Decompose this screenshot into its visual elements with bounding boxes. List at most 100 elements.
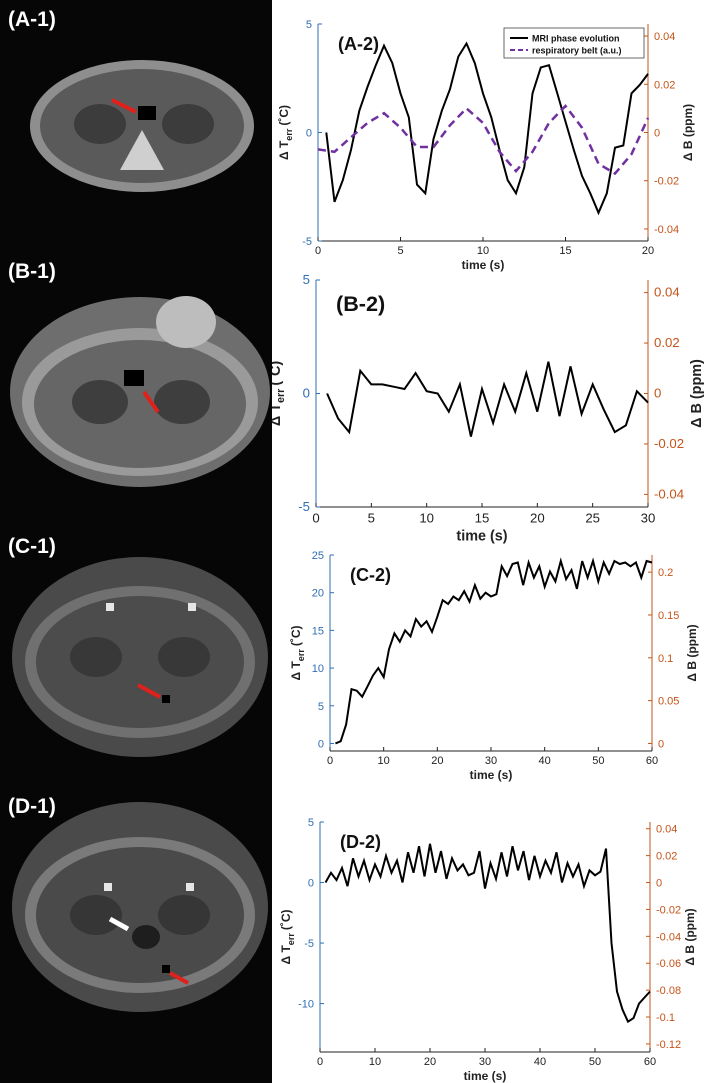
right-y-tick-label: -0.08 — [656, 985, 681, 997]
right-y-tick-label: 0 — [656, 878, 662, 890]
x-tick-label: 5 — [397, 245, 403, 257]
red-arrow — [111, 98, 137, 114]
left-y-tick-label: 20 — [312, 588, 324, 600]
x-axis-label: time (s) — [464, 1069, 507, 1083]
left-y-tick-label: 0 — [308, 878, 314, 890]
x-tick-label: 50 — [589, 1056, 601, 1068]
left-y-tick-label: 5 — [318, 701, 324, 713]
left-y-axis-label: Δ Terr (˚C) — [272, 361, 287, 427]
legend-entry-0: MRI phase evolution — [532, 34, 620, 44]
right-y-tick-label: 0.15 — [658, 610, 679, 622]
series-line-0 — [325, 41, 649, 216]
mri-slice-c — [0, 527, 272, 787]
right-y-axis-label-text: Δ B (ppm) — [681, 104, 695, 161]
white-arrow — [108, 916, 130, 932]
ylabel-main: Δ T — [279, 945, 293, 965]
red-arrow — [142, 390, 160, 414]
chart-c: 0 10 20 30 40 50 60051015202500.050.10.150.2ti… — [289, 550, 699, 782]
ylabel-unit: (˚C) — [279, 910, 293, 931]
left-y-tick-label: 15 — [312, 625, 324, 637]
right-y-axis-label: Δ B (ppm) — [681, 104, 695, 161]
ylabel-unit: (˚C) — [272, 361, 284, 386]
left-y-tick-label: 0 — [303, 386, 310, 401]
right-y-tick-label: 0.02 — [654, 335, 680, 350]
left-y-axis-label: Δ Terr (˚C) — [277, 105, 294, 160]
right-y-tick-label: -0.02 — [656, 904, 681, 916]
right-y-tick-label: -0.04 — [654, 486, 684, 501]
panel-label: (C-2) — [350, 565, 391, 585]
x-tick-label: 0 — [327, 755, 333, 767]
right-y-axis-label-text: Δ B (ppm) — [689, 359, 705, 428]
x-tick-label: 60 — [646, 755, 658, 767]
ylabel-sub: err — [296, 649, 306, 662]
x-tick-label: 15 — [559, 245, 571, 257]
series-line-1 — [317, 104, 650, 176]
left-y-tick-label: 0 — [318, 738, 324, 750]
left-y-tick-label: 25 — [312, 550, 324, 562]
mri-slice-a — [0, 0, 272, 252]
mri-image-d: (D-1) — [0, 787, 272, 1083]
mri-slice-d — [0, 787, 272, 1083]
x-tick-label: 10 — [477, 245, 489, 257]
left-y-tick-label: -10 — [298, 999, 314, 1011]
right-y-tick-label: -0.1 — [656, 1012, 675, 1024]
x-tick-label: 60 — [644, 1056, 656, 1068]
x-tick-label: 30 — [641, 511, 656, 526]
mri-image-b: (B-1) — [0, 252, 272, 527]
x-tick-label: 25 — [585, 511, 600, 526]
image-label-a: (A-1) — [8, 8, 56, 31]
chart-panel-d: 0 10 20 30 40 50 60 -10 -5 0 5 -0.12 -0.1 -0.08 -0.06 -… — [272, 802, 709, 1083]
red-arrow — [169, 971, 189, 985]
right-y-tick-label: 0.04 — [656, 824, 677, 836]
right-y-tick-label: 0 — [658, 738, 664, 750]
red-arrow — [137, 683, 161, 699]
right-y-tick-label: 0.04 — [654, 31, 675, 43]
left-y-axis-label: Δ Terr (˚C) — [289, 626, 306, 681]
ylabel-sub: err — [284, 128, 294, 141]
x-tick-label: 0 — [317, 1056, 323, 1068]
left-y-tick-label: -5 — [298, 499, 310, 514]
x-tick-label: 15 — [475, 511, 490, 526]
right-y-tick-label: -0.02 — [654, 176, 679, 188]
x-tick-label: 40 — [539, 755, 551, 767]
right-y-tick-label: -0.02 — [654, 436, 684, 451]
legend: MRI phase evolution respiratory belt (a.u… — [503, 27, 645, 59]
panel-label: (A-2) — [338, 34, 379, 54]
x-axis-label: time (s) — [462, 258, 505, 272]
chart-panel-b: 0 5 10 15 20 25 30 -5 0 5 -0.04 -0.02 0 0.02 0.04 time … — [272, 275, 709, 547]
x-tick-label: 0 — [315, 245, 321, 257]
x-tick-label: 10 — [378, 755, 390, 767]
right-y-tick-label: 0 — [654, 386, 661, 401]
right-y-axis-label-text: Δ B (ppm) — [685, 624, 699, 681]
right-y-tick-label: 0.05 — [658, 696, 679, 708]
left-y-tick-label: 5 — [306, 19, 312, 31]
left-y-axis-label: Δ Terr (˚C) — [279, 910, 296, 965]
right-y-axis-label: Δ B (ppm) — [689, 359, 705, 428]
left-y-tick-label: 10 — [312, 663, 324, 675]
left-y-tick-label: -5 — [302, 236, 312, 248]
ylabel-main: Δ T — [272, 403, 284, 426]
left-y-axis-label-text: Δ Terr (˚C) — [277, 105, 294, 160]
left-y-axis-label-text: Δ Terr (˚C) — [279, 910, 296, 965]
mri-slice-b — [0, 252, 272, 527]
ylabel-sub: err — [275, 388, 287, 403]
left-y-tick-label: 0 — [306, 128, 312, 140]
left-y-axis-label-text: Δ Terr (˚C) — [289, 626, 306, 681]
x-tick-label: 30 — [479, 1056, 491, 1068]
right-y-tick-label: -0.04 — [654, 224, 679, 236]
right-y-axis-label-text: Δ B (ppm) — [683, 908, 697, 965]
x-tick-label: 40 — [534, 1056, 546, 1068]
right-y-tick-label: 0.02 — [654, 79, 675, 91]
chart-panel-c: 0 10 20 30 40 50 60 0 5 10 15 20 25 0 0.05 0.1 0.15 0.2 ti… — [272, 547, 709, 802]
x-tick-label: 30 — [485, 755, 497, 767]
ylabel-main: Δ T — [289, 661, 303, 681]
right-y-axis-label: Δ B (ppm) — [683, 908, 697, 965]
left-y-tick-label: 5 — [303, 275, 310, 287]
x-tick-label: 20 — [642, 245, 654, 257]
chart-d: 0 10 20 30 40 50 60 -10 -5 0 5 -0.12 -0.1 -0.08 -0.06 -… — [279, 817, 697, 1083]
ylabel-unit: (˚C) — [289, 626, 303, 647]
ylabel-sub: err — [286, 933, 296, 946]
x-tick-label: 5 — [368, 511, 375, 526]
panel-label: (B-2) — [336, 291, 385, 316]
right-y-tick-label: 0.1 — [658, 653, 673, 665]
